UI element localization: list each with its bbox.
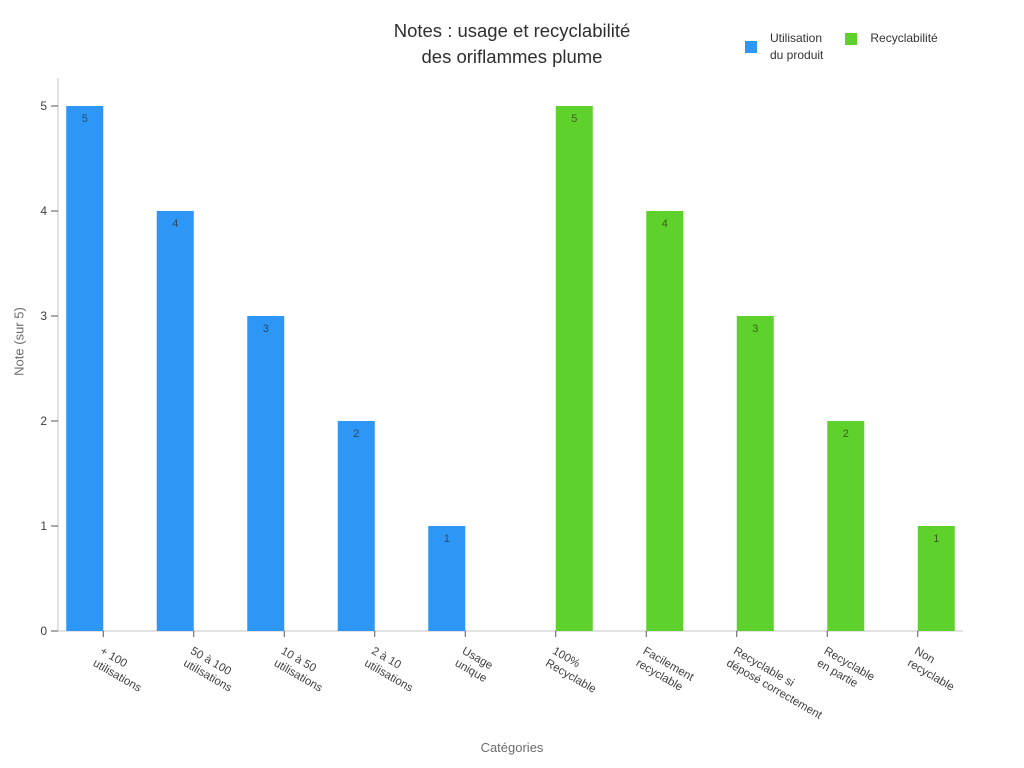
- x-tick-label: 100%Recyclable: [543, 645, 605, 696]
- bar: [555, 106, 593, 631]
- legend-item-utilisation[interactable]: Utilisation du produit: [745, 30, 823, 64]
- bar-value-label: 2: [843, 428, 849, 440]
- x-tick-label: + 100utilisations: [91, 645, 151, 694]
- legend: Utilisation du produit Recyclabilité: [745, 30, 938, 64]
- bar-value-label: 2: [353, 428, 359, 440]
- x-axis-ticks: + 100utilisations 50 à 100utilisations 10 …: [91, 631, 963, 722]
- bars-series-1: 5 4 3 2 1: [555, 106, 955, 631]
- bar: [827, 421, 865, 631]
- bar-value-label: 5: [82, 113, 88, 125]
- y-tick-label: 0: [40, 624, 47, 638]
- x-tick-label: 50 à 100utilisations: [181, 645, 241, 694]
- bar: [646, 211, 684, 631]
- x-tick-label: Recyclable sidéposé correctement: [724, 645, 831, 722]
- x-axis-title: Catégories: [480, 740, 544, 755]
- x-tick-label: Nonrecyclable: [905, 645, 963, 693]
- x-tick-label: 10 à 50utilisations: [272, 645, 332, 694]
- y-axis-ticks: 0 1 2 3 4 5: [40, 99, 58, 638]
- legend-label-utilisation: Utilisation du produit: [770, 31, 824, 62]
- bar-value-label: 5: [571, 113, 577, 125]
- axes: [57, 78, 963, 632]
- legend-swatch-utilisation-icon: [745, 41, 757, 53]
- x-tick-label: 2 à 10utilisations: [362, 645, 422, 694]
- bar-value-label: 3: [752, 323, 758, 335]
- bar: [247, 316, 285, 631]
- bar-value-label: 3: [263, 323, 269, 335]
- bar: [428, 526, 466, 631]
- y-tick-label: 2: [40, 414, 47, 428]
- bars-series-0: 5 4 3 2 1: [66, 106, 466, 631]
- bar-value-label: 4: [662, 218, 668, 230]
- chart-title-line1: Notes : usage et recyclabilité: [393, 20, 631, 41]
- y-axis-title: Note (sur 5): [11, 307, 27, 376]
- x-tick-label: Usageunique: [453, 645, 496, 685]
- bar: [736, 316, 774, 631]
- legend-item-recyclabilite[interactable]: Recyclabilité: [845, 30, 938, 47]
- y-tick-label: 4: [40, 204, 47, 218]
- y-tick-label: 1: [40, 519, 47, 533]
- bar-value-label: 1: [444, 533, 450, 545]
- y-tick-label: 3: [40, 309, 47, 323]
- bar-value-label: 1: [933, 533, 939, 545]
- chart-title: Notes : usage et recyclabilité des orifl…: [0, 18, 1024, 70]
- bar: [156, 211, 194, 631]
- bar: [66, 106, 104, 631]
- bar-value-label: 4: [172, 218, 178, 230]
- chart-title-line2: des oriflammes plume: [421, 46, 603, 67]
- x-tick-label: Recyclableen partie: [815, 645, 877, 696]
- bar: [917, 526, 955, 631]
- x-tick-label: Facilementrecyclable: [634, 645, 696, 696]
- y-tick-label: 5: [40, 99, 47, 113]
- bar: [337, 421, 375, 631]
- legend-swatch-recyclabilite-icon: [845, 32, 858, 45]
- legend-label-recyclabilite: Recyclabilité: [870, 31, 938, 45]
